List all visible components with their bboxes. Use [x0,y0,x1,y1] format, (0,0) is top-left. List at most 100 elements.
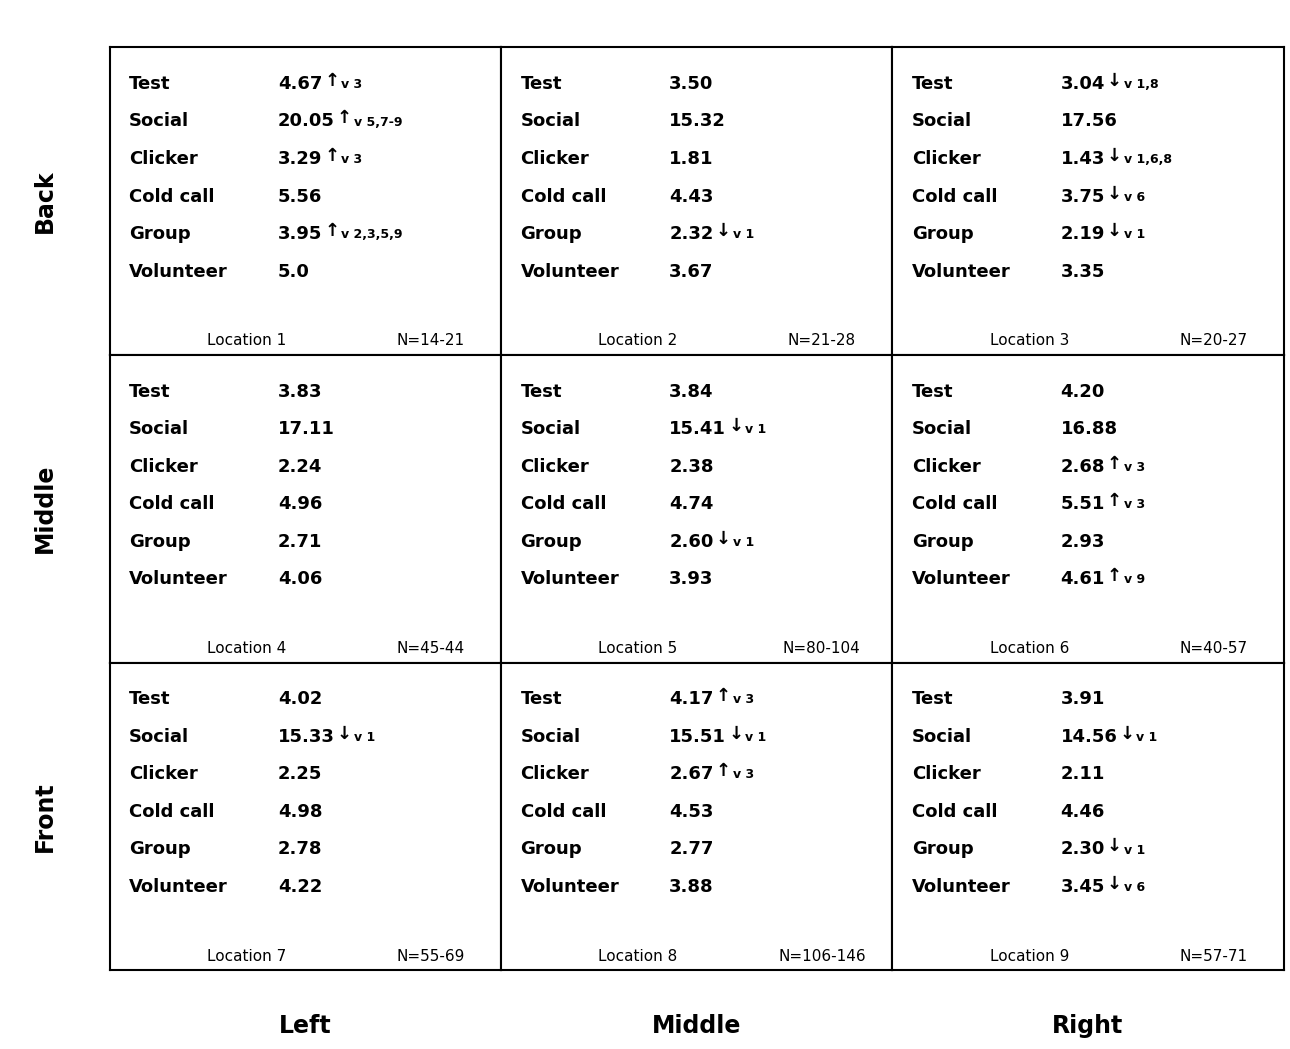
Text: ↓: ↓ [1107,222,1122,240]
Text: 3.88: 3.88 [670,878,713,896]
Text: 15.32: 15.32 [670,112,726,130]
Text: Social: Social [912,728,971,746]
Text: ↑: ↑ [1107,568,1122,585]
Text: Location 5: Location 5 [599,641,677,656]
Text: v 1: v 1 [733,536,753,549]
Text: ↑: ↑ [1107,454,1122,473]
Text: v 1: v 1 [746,423,766,436]
Text: Group: Group [521,533,582,551]
Text: Volunteer: Volunteer [912,878,1010,896]
Text: Social: Social [129,421,190,438]
Text: 2.19: 2.19 [1060,226,1104,243]
Text: Back: Back [34,169,57,233]
Text: Social: Social [521,728,581,746]
Text: 17.11: 17.11 [277,421,335,438]
Text: Test: Test [521,690,562,708]
Text: Social: Social [129,112,190,130]
Text: v 3: v 3 [733,693,753,706]
Text: ↓: ↓ [1120,725,1134,743]
Text: 16.88: 16.88 [1060,421,1117,438]
Text: 4.67: 4.67 [277,74,322,93]
Text: ↑: ↑ [324,222,339,240]
Text: 2.93: 2.93 [1060,533,1104,551]
Text: Group: Group [912,533,974,551]
Text: 2.60: 2.60 [670,533,713,551]
Text: 4.20: 4.20 [1060,383,1104,401]
Text: Test: Test [129,690,170,708]
Text: ↑: ↑ [1107,492,1122,510]
Text: Cold call: Cold call [521,802,606,821]
Text: N=106-146: N=106-146 [778,948,866,964]
Text: 3.04: 3.04 [1060,74,1104,93]
Text: 2.38: 2.38 [670,457,713,475]
Text: Clicker: Clicker [129,457,197,475]
Text: 3.84: 3.84 [670,383,713,401]
Text: Cold call: Cold call [129,188,214,206]
Text: ↓: ↓ [337,725,352,743]
Text: v 3: v 3 [733,769,753,782]
Text: 3.83: 3.83 [277,383,322,401]
Text: Volunteer: Volunteer [521,262,619,280]
Text: N=55-69: N=55-69 [396,948,464,964]
Text: Volunteer: Volunteer [129,878,228,896]
Text: v 6: v 6 [1124,881,1146,894]
Text: 2.71: 2.71 [277,533,322,551]
Text: Middle: Middle [34,464,57,554]
Text: Cold call: Cold call [521,495,606,513]
Text: ↓: ↓ [1107,147,1122,165]
Text: 2.25: 2.25 [277,766,322,784]
Text: 2.68: 2.68 [1060,457,1106,475]
Text: ↑: ↑ [716,763,730,780]
Text: ↑: ↑ [324,147,339,165]
Text: Clicker: Clicker [912,457,980,475]
Text: Cold call: Cold call [129,802,214,821]
Text: Cold call: Cold call [129,495,214,513]
Text: Group: Group [129,533,191,551]
Text: ↓: ↓ [716,530,730,548]
Text: Cold call: Cold call [912,802,997,821]
Text: Clicker: Clicker [912,766,980,784]
Text: Group: Group [521,226,582,243]
Text: ↓: ↓ [1107,837,1122,855]
Text: Test: Test [912,690,953,708]
Text: Clicker: Clicker [912,150,980,168]
Text: 2.32: 2.32 [670,226,713,243]
Text: 4.98: 4.98 [277,802,322,821]
Text: 14.56: 14.56 [1060,728,1117,746]
Text: Volunteer: Volunteer [912,571,1010,588]
Text: v 1: v 1 [1124,228,1146,241]
Text: v 1: v 1 [1136,731,1157,744]
Text: 4.61: 4.61 [1060,571,1104,588]
Text: Group: Group [129,226,191,243]
Text: 4.96: 4.96 [277,495,322,513]
Text: Social: Social [912,421,971,438]
Text: 15.51: 15.51 [670,728,726,746]
Text: 4.22: 4.22 [277,878,322,896]
Text: v 3: v 3 [342,78,362,91]
Text: ↓: ↓ [716,222,730,240]
Text: Right: Right [1053,1014,1124,1037]
Text: Group: Group [912,226,974,243]
Text: Location 8: Location 8 [599,948,677,964]
Text: Test: Test [912,383,953,401]
Text: ↑: ↑ [337,109,352,127]
Text: 4.17: 4.17 [670,690,713,708]
Text: 4.53: 4.53 [670,802,713,821]
Text: 2.78: 2.78 [277,840,322,858]
Text: v 1,8: v 1,8 [1124,78,1158,91]
Text: Clicker: Clicker [521,766,590,784]
Text: 2.30: 2.30 [1060,840,1104,858]
Text: 2.24: 2.24 [277,457,322,475]
Text: 4.06: 4.06 [277,571,322,588]
Text: Location 1: Location 1 [206,334,286,348]
Text: v 2,3,5,9: v 2,3,5,9 [342,228,402,241]
Text: v 5,7-9: v 5,7-9 [353,115,402,129]
Text: Volunteer: Volunteer [912,262,1010,280]
Text: ↓: ↓ [1107,185,1122,202]
Text: 2.77: 2.77 [670,840,713,858]
Text: 20.05: 20.05 [277,112,335,130]
Text: 2.67: 2.67 [670,766,713,784]
Text: v 1: v 1 [353,731,375,744]
Text: 3.91: 3.91 [1060,690,1104,708]
Text: N=20-27: N=20-27 [1179,334,1247,348]
